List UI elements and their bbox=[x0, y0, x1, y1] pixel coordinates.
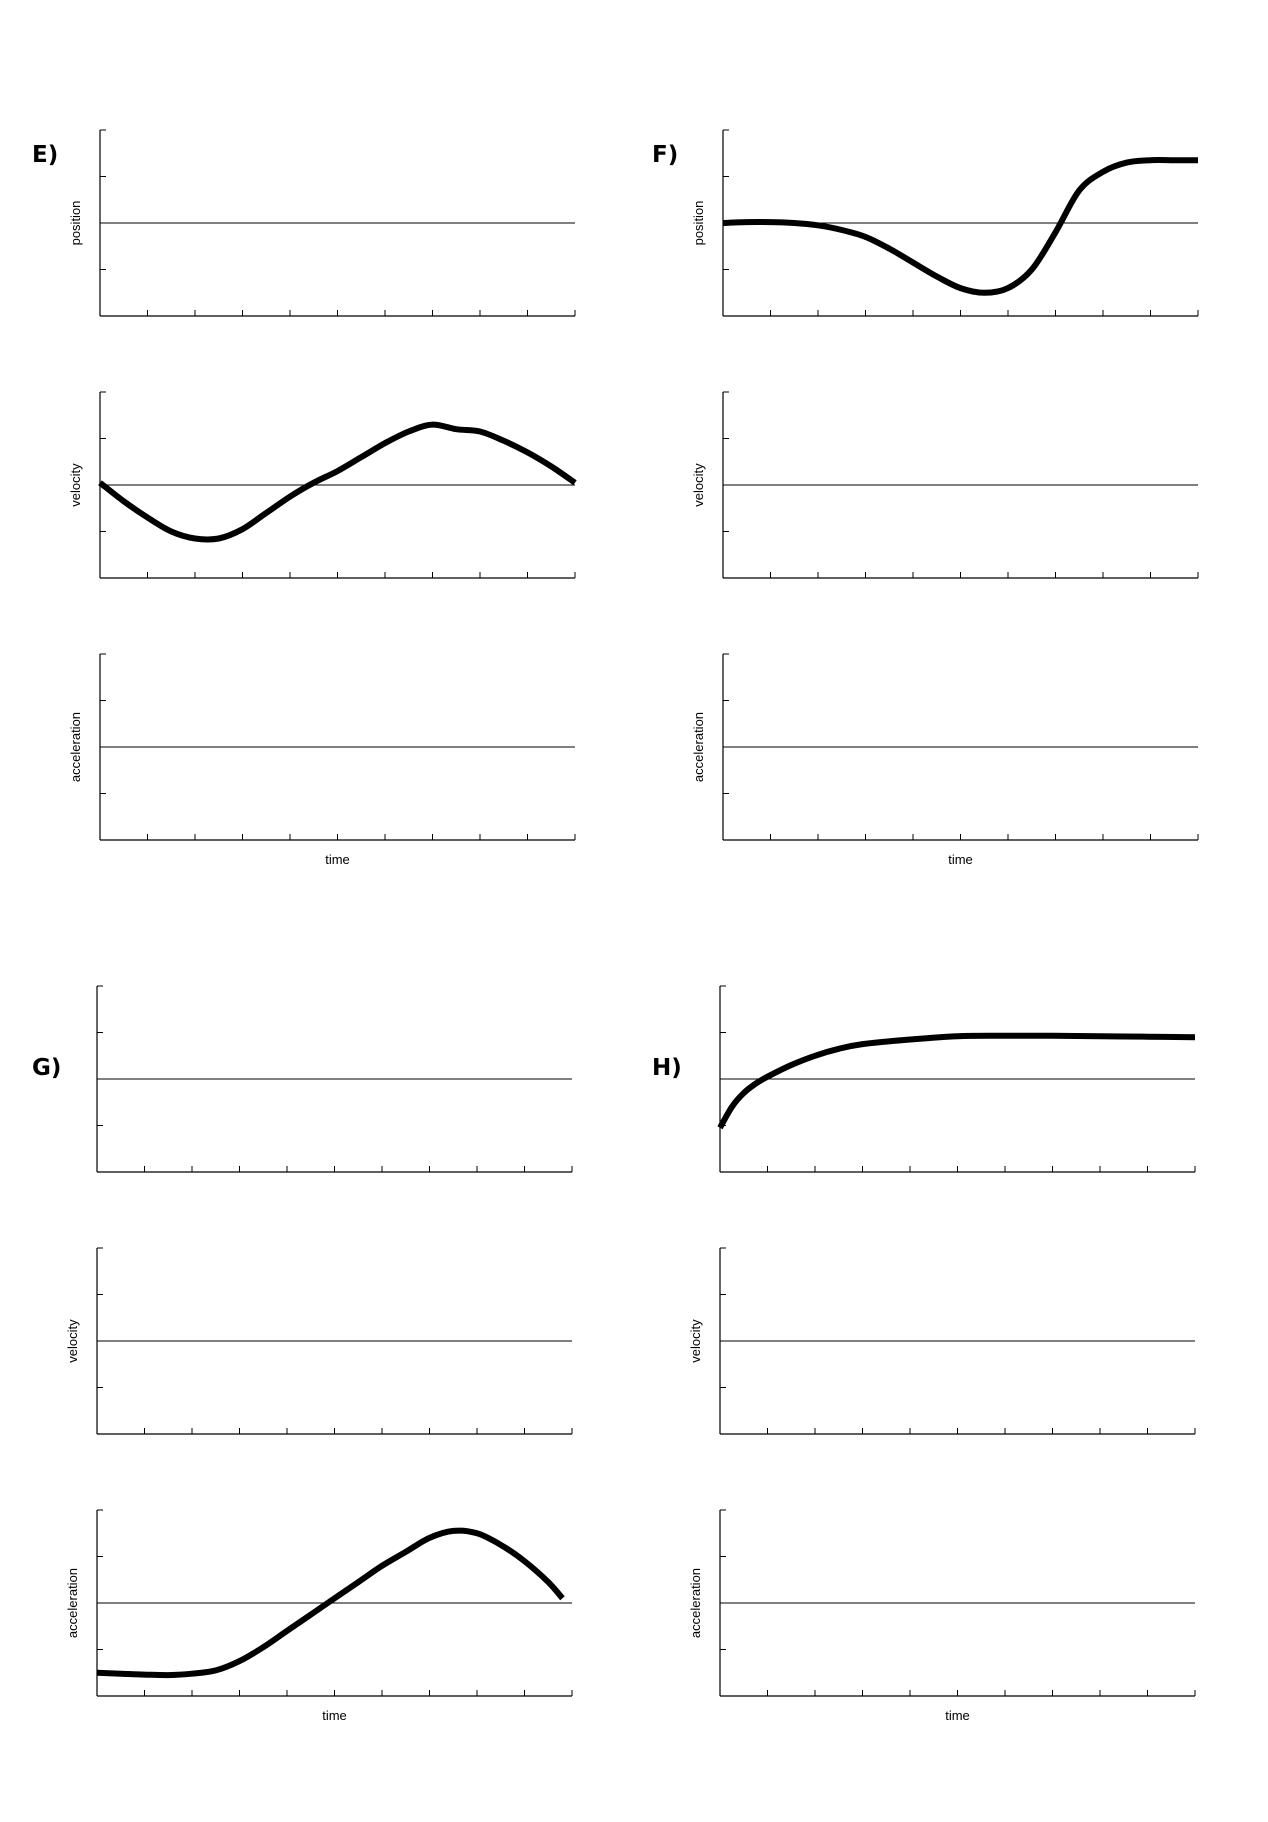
panel-label: F) bbox=[652, 142, 678, 168]
panel-h: H) velocity acceleration time bbox=[652, 985, 1196, 1723]
chart-unlabeled-0 bbox=[96, 985, 573, 1173]
x-axis-label: time bbox=[945, 1708, 970, 1723]
chart-acceleration-2: acceleration time bbox=[65, 1509, 573, 1723]
panel-label: H) bbox=[652, 1055, 682, 1081]
series-line bbox=[717, 1032, 1196, 1130]
chart-acceleration-2: acceleration time bbox=[68, 653, 576, 867]
chart-acceleration-2: acceleration time bbox=[691, 653, 1199, 867]
series-line bbox=[98, 421, 577, 543]
y-axis-label: acceleration bbox=[691, 712, 706, 782]
chart-position-0: position bbox=[691, 129, 1199, 317]
chart-velocity-1: velocity bbox=[691, 391, 1199, 579]
y-axis-label: velocity bbox=[68, 463, 83, 507]
panel-label: E) bbox=[32, 142, 58, 168]
x-axis-label: time bbox=[322, 1708, 347, 1723]
series-line bbox=[722, 157, 1198, 296]
y-axis-label: position bbox=[691, 201, 706, 246]
panel-e: E) position velocity acceleration time bbox=[32, 129, 577, 867]
y-axis-label: velocity bbox=[691, 463, 706, 507]
panel-g: G) velocity acceleration time bbox=[32, 985, 573, 1723]
chart-unlabeled-0 bbox=[717, 985, 1196, 1173]
y-axis-label: acceleration bbox=[688, 1568, 703, 1638]
panel-f: F) position velocity acceleration time bbox=[652, 129, 1199, 867]
x-axis-label: time bbox=[948, 852, 973, 867]
chart-velocity-1: velocity bbox=[68, 391, 577, 579]
y-axis-label: position bbox=[68, 201, 83, 246]
y-axis-label: acceleration bbox=[65, 1568, 80, 1638]
series-line bbox=[96, 1527, 565, 1679]
chart-velocity-1: velocity bbox=[688, 1247, 1196, 1435]
y-axis-label: acceleration bbox=[68, 712, 83, 782]
y-axis-label: velocity bbox=[688, 1319, 703, 1363]
chart-velocity-1: velocity bbox=[65, 1247, 573, 1435]
panel-label: G) bbox=[32, 1055, 61, 1081]
y-axis-label: velocity bbox=[65, 1319, 80, 1363]
x-axis-label: time bbox=[325, 852, 350, 867]
chart-position-0: position bbox=[68, 129, 576, 317]
chart-acceleration-2: acceleration time bbox=[688, 1509, 1196, 1723]
